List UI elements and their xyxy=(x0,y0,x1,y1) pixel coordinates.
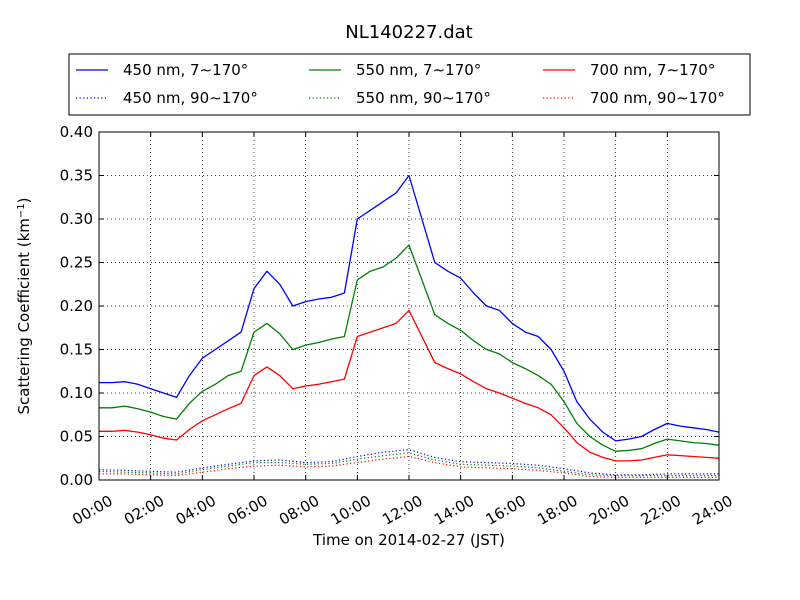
y-tick-label: 0.05 xyxy=(60,428,93,446)
legend-label: 550 nm, 7∼170° xyxy=(356,61,481,79)
legend-label: 550 nm, 90∼170° xyxy=(356,89,491,107)
x-tick-label: 04:00 xyxy=(173,492,219,529)
y-tick-label: 0.40 xyxy=(60,123,93,141)
y-tick-label: 0.20 xyxy=(60,297,93,315)
y-tick-label: 0.00 xyxy=(60,471,93,489)
x-tick-label: 10:00 xyxy=(328,492,374,529)
x-tick-label: 22:00 xyxy=(638,492,684,529)
series-line-1 xyxy=(99,174,720,442)
plot-frame xyxy=(98,131,720,481)
x-tick-label: 24:00 xyxy=(689,492,735,529)
chart-title: NL140227.dat xyxy=(345,22,472,43)
series-line-3 xyxy=(99,309,720,462)
x-tick-label: 16:00 xyxy=(483,492,529,529)
y-tick-label: 0.10 xyxy=(60,384,93,402)
x-tick-label: 18:00 xyxy=(534,492,580,529)
y-axis-title-end: ) xyxy=(15,197,33,203)
legend-frame xyxy=(68,53,751,116)
x-tick-label: 02:00 xyxy=(121,492,167,529)
y-tick-label: 0.30 xyxy=(60,210,93,228)
grid xyxy=(99,132,719,480)
y-axis-title: Scattering Coefficient (km−1) xyxy=(15,197,33,414)
x-tick-label: 12:00 xyxy=(379,492,425,529)
series-line-2 xyxy=(99,244,720,452)
x-axis-title: Time on 2014-02-27 (JST) xyxy=(312,531,505,549)
y-tick-label: 0.15 xyxy=(60,341,93,359)
legend-label: 450 nm, 7∼170° xyxy=(123,61,248,79)
x-tick-label: 20:00 xyxy=(586,492,632,529)
legend-label: 450 nm, 90∼170° xyxy=(123,89,258,107)
x-tick-label: 00:00 xyxy=(69,492,115,529)
x-tick-label: 06:00 xyxy=(224,492,270,529)
y-axis-title-sup: −1 xyxy=(16,203,27,218)
x-tick-label: 14:00 xyxy=(431,492,477,529)
y-axis-title-main: Scattering Coefficient (km xyxy=(15,218,33,414)
legend-label: 700 nm, 90∼170° xyxy=(590,89,725,107)
x-tick-label: 08:00 xyxy=(276,492,322,529)
y-tick-label: 0.35 xyxy=(60,167,93,185)
legend: 450 nm, 7∼170° 550 nm, 7∼170° 700 nm, 7∼17… xyxy=(68,53,751,116)
legend-label: 700 nm, 7∼170° xyxy=(590,61,715,79)
y-tick-label: 0.25 xyxy=(60,254,93,272)
